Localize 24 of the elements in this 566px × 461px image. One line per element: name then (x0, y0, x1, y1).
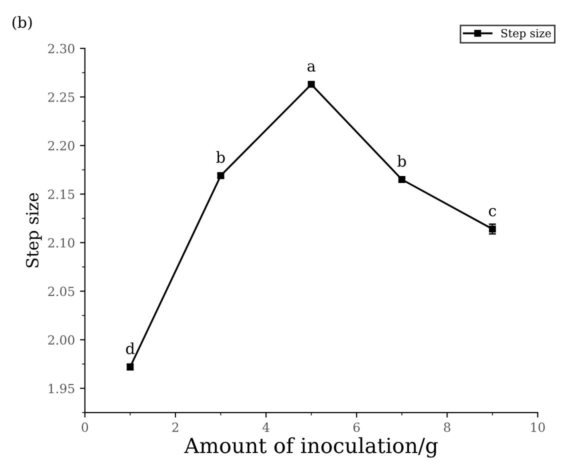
y-tick-label: 2.25 (48, 92, 74, 102)
x-axis-title: Amount of inoculation/g (184, 437, 438, 458)
y-tick-label: 2.10 (48, 238, 74, 248)
y-tick-label: 2.20 (48, 140, 74, 150)
x-tick-label: 10 (531, 422, 545, 432)
y-axis-title: Step size (26, 193, 42, 268)
x-tick-label: 6 (353, 422, 360, 432)
y-tick-label: 1.95 (48, 384, 74, 394)
y-tick-label: 2.00 (48, 335, 74, 345)
y-tick-label: 2.15 (48, 190, 74, 200)
x-tick-label: 8 (444, 422, 450, 432)
annotation: b (397, 155, 406, 167)
annotation: a (308, 63, 316, 72)
point (488, 226, 496, 233)
annotation: b (216, 151, 225, 163)
x-tick-label: 4 (262, 422, 270, 432)
annotation: d (126, 342, 135, 354)
y-tick-label: 2.30 (48, 44, 74, 54)
legend-label: Step size (501, 28, 551, 40)
y-tick-label: 2.05 (48, 286, 74, 296)
chart-title: (b) (12, 16, 32, 30)
annotation: c (488, 208, 496, 216)
x-tick-label: 2 (172, 422, 178, 432)
x-tick-label: 0 (82, 422, 88, 432)
